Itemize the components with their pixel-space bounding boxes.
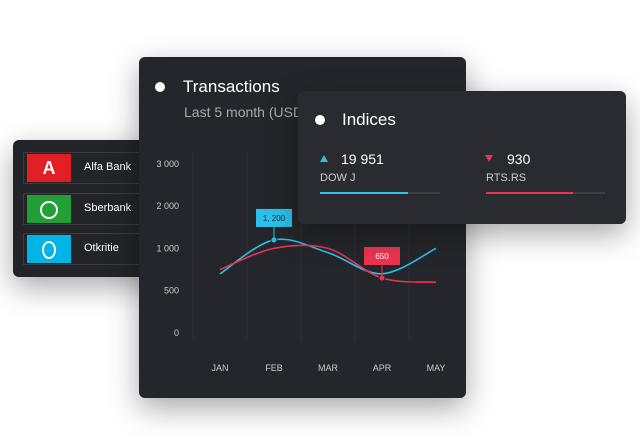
line-series	[219, 238, 437, 275]
bank-name: Sberbank	[84, 202, 132, 214]
indices-graphics	[320, 155, 605, 194]
bank-logo	[27, 235, 71, 263]
card-title: Indices	[342, 110, 396, 129]
card-title: Transactions	[183, 77, 280, 96]
bank-row[interactable]: A Alfa Bank	[23, 152, 175, 184]
bank-row[interactable]: Otkritie	[23, 233, 175, 265]
x-tick-label: MAR	[318, 363, 339, 373]
value-label: 650	[375, 252, 389, 261]
card-dot	[155, 82, 165, 92]
y-tick-label: 3 000	[156, 159, 179, 169]
chart: JAN FEB MAR APR MAY 0 500 1 000 2 000 3 000 1, 200…	[156, 152, 446, 373]
label-box	[364, 247, 400, 266]
y-tick-label: 0	[174, 328, 179, 338]
x-tick-label: MAY	[427, 363, 446, 373]
value-label: 1, 200	[263, 214, 286, 223]
bank-logo	[27, 195, 71, 223]
line-series	[219, 244, 437, 284]
index-name: DOW J	[320, 172, 356, 184]
up-arrow	[320, 155, 328, 162]
index-name: RTS.RS	[486, 172, 527, 184]
x-tick-label: APR	[373, 363, 392, 373]
y-tick-label: 500	[164, 286, 179, 296]
index-value: 19 951	[341, 151, 384, 167]
bank-name: Otkritie	[84, 242, 119, 254]
card-dot	[315, 115, 325, 125]
down-arrow	[485, 155, 493, 162]
indices-card: Indices 19 951 DOW J 930 RTS.RS	[298, 91, 626, 224]
y-tick-label: 1 000	[156, 243, 179, 253]
x-tick-label: JAN	[211, 363, 228, 373]
y-tick-label: 2 000	[156, 201, 179, 211]
index-value: 930	[507, 151, 531, 167]
label-box	[256, 208, 292, 227]
x-tick-label: FEB	[265, 363, 283, 373]
card-subtitle: Last 5 month (USD)	[184, 104, 308, 120]
bank-name: Alfa Bank	[84, 161, 132, 173]
bank-logo: A	[27, 154, 71, 182]
